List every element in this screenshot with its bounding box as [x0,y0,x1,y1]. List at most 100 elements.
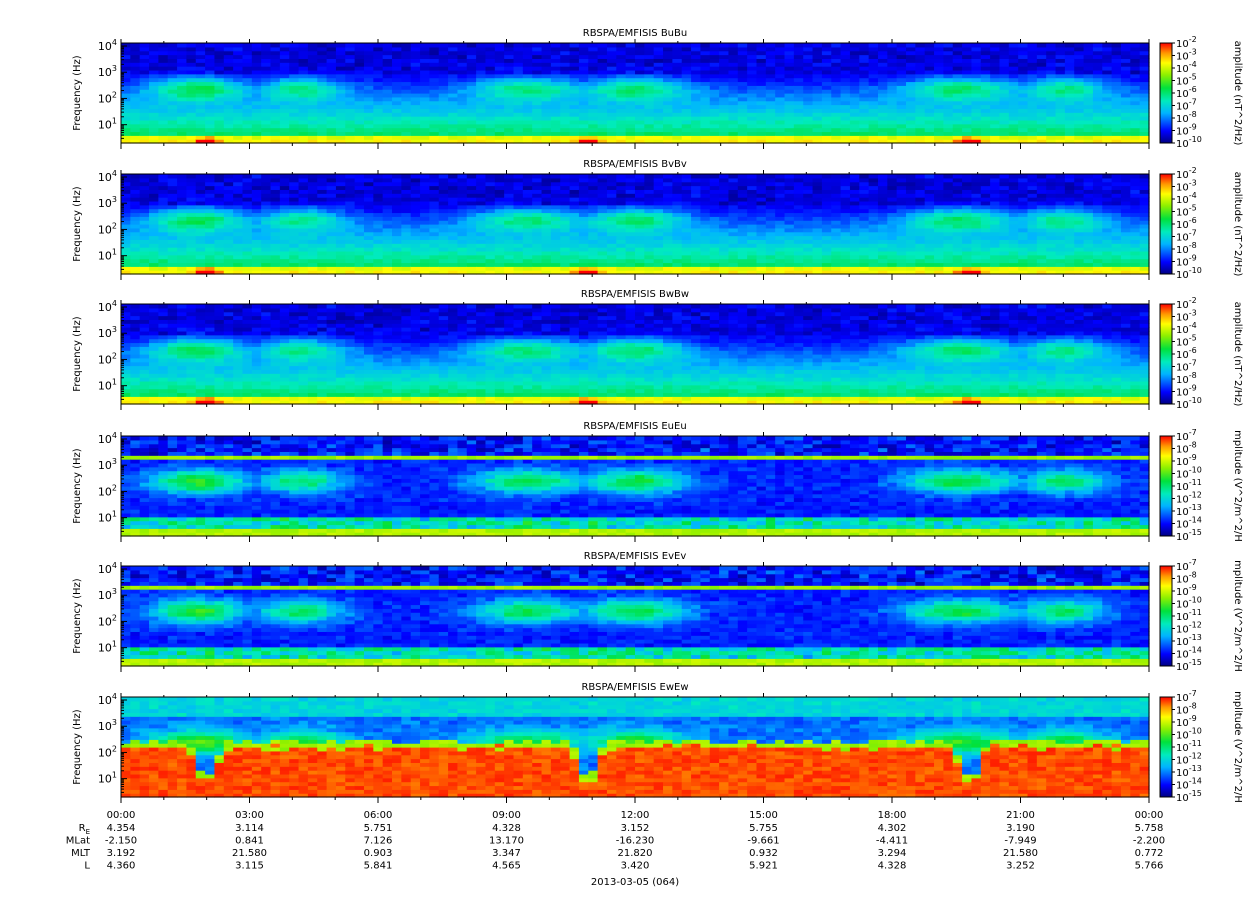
colorbar-tick-label: 10-8 [1176,371,1197,386]
colorbar-tick-label: 10-7 [1176,229,1197,244]
colorbar-tick-label: 10-3 [1176,48,1197,63]
colorbar-tick-label: 10-15 [1176,528,1202,543]
frequency-tick-label: 102 [98,90,117,105]
colorbar-tick-label: 10-4 [1176,191,1197,206]
colorbar-tick-label: 10-11 [1176,478,1202,493]
ephemeris-value: -4.411 [876,836,908,847]
colorbar-label: mplitude (V^2/m^2/H [1232,430,1243,542]
time-axis-ticks [120,432,1150,542]
ephemeris-value: -2.200 [1133,836,1165,847]
ephemeris-value: 13.170 [489,836,524,847]
colorbar-tick-label: 10-12 [1176,621,1202,636]
colorbar-tick-label: 10-7 [1176,428,1197,443]
colorbar: 10-210-310-410-510-610-710-810-910-10 amp… [1159,35,1243,150]
frequency-axis-label: Frequency (Hz) [72,578,83,654]
ephemeris-row-label: RE [79,823,90,836]
time-axis-ticks [120,170,1150,280]
colorbar-tick-label: 10-14 [1176,646,1202,661]
ephemeris-row-label: MLat [66,836,90,847]
ephemeris-value: 3.252 [1006,861,1035,872]
ephemeris-value: 21.580 [1003,848,1038,859]
time-axis: 00:00 03:00 06:00 09:00 12:00 15:00 18:00 21:00… [107,810,1164,821]
spectrogram-image [121,566,1150,667]
ephemeris-value: 4.328 [492,823,521,834]
colorbar-label: amplitude (nT^2/Hz) [1232,302,1243,407]
colorbar-tick-label: 10-9 [1176,123,1197,138]
ephemeris-value: 5.841 [364,861,393,872]
colorbar-gradient [1159,173,1173,275]
time-tick-label: 18:00 [878,810,907,821]
spectrogram-panel-2: RBSPA/EMFISIS BvBv 101 102 103 104 Frequency … [72,159,1243,281]
colorbar-tick-label: 10-8 [1176,241,1197,256]
colorbar-tick-label: 10-4 [1176,321,1197,336]
colorbar-tick-label: 10-10 [1176,466,1202,481]
panel-title: RBSPA/EMFISIS EwEw [581,682,688,693]
colorbar-tick-label: 10-13 [1176,764,1202,779]
frequency-tick-label: 104 [98,431,117,446]
spectrogram-image [121,304,1150,405]
ephemeris-row-label: L [84,861,90,872]
colorbar-tick-label: 10-10 [1176,396,1202,411]
frequency-axis: 101 102 103 104 Frequency (Hz) [72,431,127,537]
panel-title: RBSPA/EMFISIS BvBv [583,159,687,170]
colorbar-tick-label: 10-4 [1176,60,1197,75]
colorbar-tick-label: 10-14 [1176,777,1202,792]
time-tick-label: 00:00 [1135,810,1164,821]
frequency-tick-label: 102 [98,351,117,366]
panel-title: RBSPA/EMFISIS EvEv [584,551,687,562]
frequency-axis: 101 102 103 104 Frequency (Hz) [72,692,127,798]
ephemeris-value: 5.921 [749,861,778,872]
ephemeris-value: 5.758 [1135,823,1164,834]
colorbar: 10-210-310-410-510-610-710-810-910-10 amp… [1159,166,1243,281]
spectrogram-image [121,436,1150,537]
ephemeris-value: 0.841 [235,836,264,847]
frequency-axis-label: Frequency (Hz) [72,186,83,262]
ephemeris-value: 0.772 [1135,848,1164,859]
colorbar-tick-label: 10-7 [1176,689,1197,704]
colorbar-tick-label: 10-7 [1176,98,1197,113]
ephemeris-value: 21.820 [618,848,653,859]
ephemeris-table: RE 4.354 3.114 5.751 4.328 3.152 5.755 4.302 3.1… [66,823,1165,872]
frequency-tick-label: 102 [98,613,117,628]
colorbar-gradient [1159,565,1173,667]
spectrogram-panel-4: RBSPA/EMFISIS EuEu 101 102 103 104 Frequency … [72,421,1243,543]
ephemeris-value: -16.230 [616,836,655,847]
frequency-axis-label: Frequency (Hz) [72,709,83,785]
frequency-tick-label: 104 [98,692,117,707]
colorbar-label: mplitude (V^2/m^2/H [1232,691,1243,803]
spectrogram-panel-1: RBSPA/EMFISIS BuBu 101 102 103 104 Frequency … [72,28,1243,150]
frequency-tick-label: 104 [98,38,117,53]
ephemeris-value: -2.150 [105,836,137,847]
time-tick-label: 12:00 [621,810,650,821]
colorbar-tick-label: 10-3 [1176,179,1197,194]
colorbar-gradient [1159,435,1173,537]
colorbar-tick-label: 10-9 [1176,453,1197,468]
colorbar-tick-label: 10-13 [1176,633,1202,648]
time-tick-label: 09:00 [492,810,521,821]
ephemeris-value: 21.580 [232,848,267,859]
ephemeris-value: 4.328 [878,861,907,872]
spectrogram-panel-3: RBSPA/EMFISIS BwBw 101 102 103 104 Frequency … [72,289,1243,411]
ephemeris-value: 3.114 [235,823,264,834]
colorbar-tick-label: 10-15 [1176,789,1202,804]
colorbar-tick-label: 10-5 [1176,204,1197,219]
colorbar-tick-label: 10-12 [1176,491,1202,506]
colorbar: 10-710-810-910-1010-1110-1210-1310-1410-… [1159,558,1243,673]
ephemeris-value: 3.192 [107,848,136,859]
frequency-tick-label: 101 [98,771,117,786]
colorbar-tick-label: 10-5 [1176,334,1197,349]
frequency-tick-label: 103 [98,457,117,472]
date-label: 2013-03-05 (064) [591,877,679,888]
ephemeris-value: 3.190 [1006,823,1035,834]
colorbar-tick-label: 10-7 [1176,359,1197,374]
colorbar-tick-label: 10-12 [1176,752,1202,767]
colorbar-label: amplitude (nT^2/Hz) [1232,172,1243,277]
ephemeris-value: 4.354 [107,823,136,834]
time-axis-ticks [120,562,1150,672]
frequency-tick-label: 101 [98,510,117,525]
colorbar-tick-label: 10-2 [1176,35,1197,50]
time-axis-ticks [120,39,1150,149]
time-axis-ticks [120,693,1150,803]
ephemeris-value: -9.661 [747,836,779,847]
ephemeris-value: 3.152 [621,823,650,834]
